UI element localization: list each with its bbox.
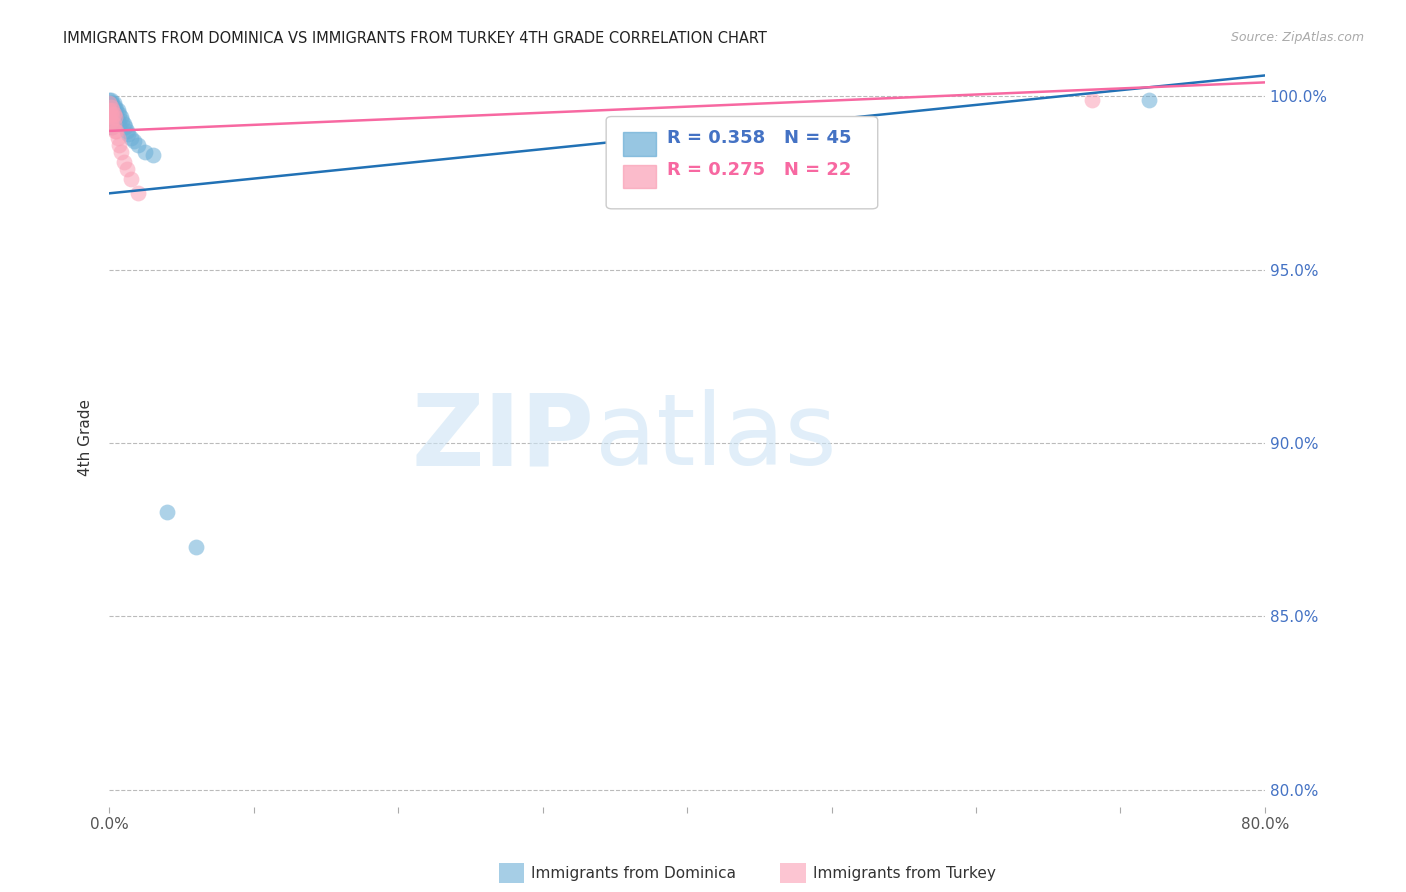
Point [103,96,125,111]
Point [105,124,128,138]
Point [105,103,128,117]
Point [115,162,138,177]
Point [98,110,121,124]
Point [101,120,124,135]
Point [104,110,127,124]
Point [98,103,121,117]
Text: Source: ZipAtlas.com: Source: ZipAtlas.com [1230,31,1364,45]
Point [104,106,127,120]
Text: Immigrants from Dominica: Immigrants from Dominica [531,866,737,880]
FancyBboxPatch shape [623,164,655,188]
Point [103,117,125,131]
Point [108,106,131,120]
Point [101,120,124,135]
FancyBboxPatch shape [606,117,877,209]
Point [100,113,122,128]
Point [100,106,122,120]
Point [122,134,145,148]
Text: R = 0.358   N = 45: R = 0.358 N = 45 [668,129,852,147]
Point [120,172,142,186]
Point [100,96,122,111]
Text: Immigrants from Turkey: Immigrants from Turkey [813,866,995,880]
FancyBboxPatch shape [623,132,655,156]
Point [103,110,125,124]
Point [107,113,129,128]
Point [112,117,135,131]
Point [1080,93,1102,107]
Point [184,540,207,554]
Point [115,124,138,138]
Point [142,148,165,162]
Point [100,120,122,135]
Point [108,117,131,131]
Point [117,128,139,142]
Point [98,103,121,117]
Point [101,113,124,128]
Point [104,100,127,114]
Point [103,117,125,131]
Point [156,505,179,519]
Point [101,96,124,111]
Point [110,110,132,124]
Point [100,106,122,120]
Point [98,100,121,114]
Point [114,120,136,135]
Point [101,100,124,114]
Text: R = 0.275   N = 22: R = 0.275 N = 22 [668,161,852,179]
Text: IMMIGRANTS FROM DOMINICA VS IMMIGRANTS FROM TURKEY 4TH GRADE CORRELATION CHART: IMMIGRANTS FROM DOMINICA VS IMMIGRANTS F… [63,31,768,46]
Point [100,93,122,107]
Point [107,103,129,117]
Text: atlas: atlas [595,389,837,486]
Point [100,100,122,114]
Point [100,100,122,114]
Point [100,113,122,128]
Text: ZIP: ZIP [412,389,595,486]
Point [103,103,125,117]
Point [127,186,149,201]
Point [98,106,121,120]
Point [1137,93,1160,107]
Point [98,113,121,128]
Point [120,131,142,145]
Point [98,96,121,111]
Point [101,110,124,124]
Point [110,145,132,159]
Point [98,93,121,107]
Point [104,113,127,128]
Point [107,131,129,145]
Point [108,137,131,152]
Y-axis label: 4th Grade: 4th Grade [79,400,93,476]
Point [100,103,122,117]
Point [101,103,124,117]
Point [98,96,121,111]
Point [111,113,134,128]
Point [105,110,128,124]
Point [103,106,125,120]
Point [134,145,156,159]
Point [112,155,135,169]
Point [104,124,127,138]
Point [101,106,124,120]
Point [127,137,149,152]
